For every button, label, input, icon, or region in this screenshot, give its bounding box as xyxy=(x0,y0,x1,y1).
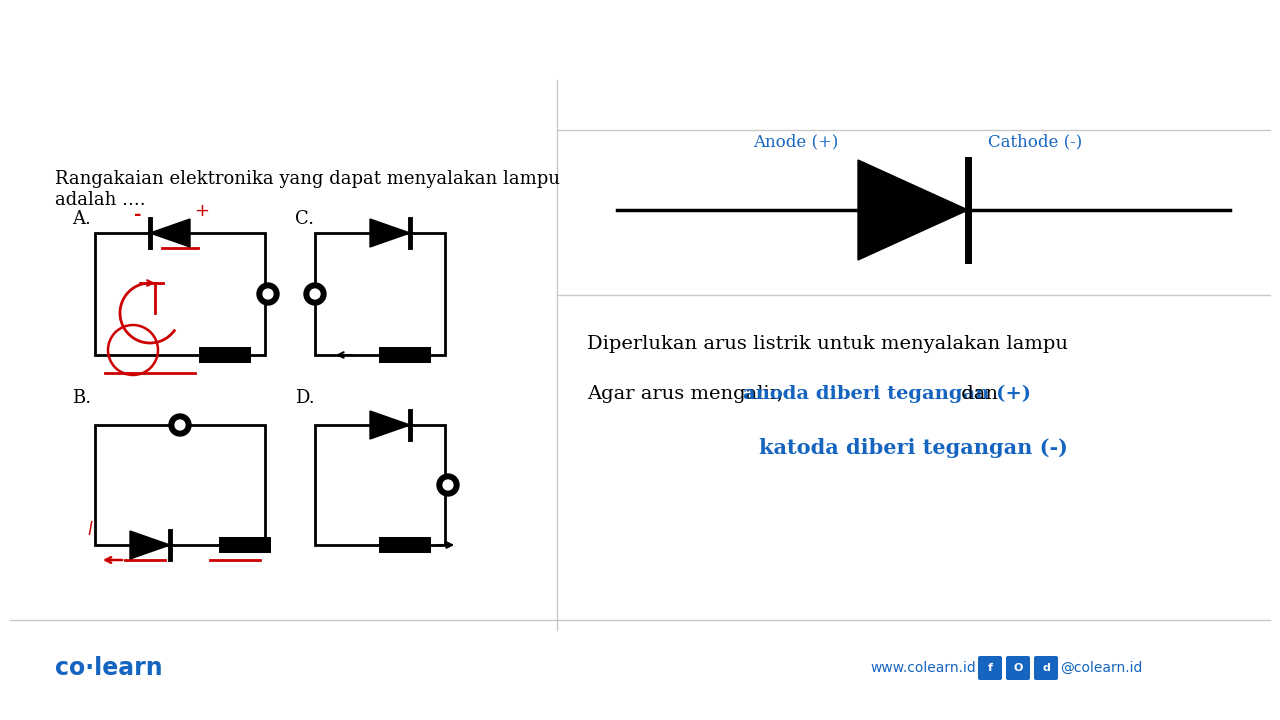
Polygon shape xyxy=(131,531,170,559)
Text: O: O xyxy=(1014,663,1023,673)
Bar xyxy=(379,347,431,363)
Circle shape xyxy=(175,420,184,430)
Circle shape xyxy=(169,414,191,436)
Circle shape xyxy=(436,474,460,496)
Text: C.: C. xyxy=(294,210,314,228)
Polygon shape xyxy=(858,160,968,260)
Text: +: + xyxy=(195,202,210,220)
Text: anoda diberi tegangan (+): anoda diberi tegangan (+) xyxy=(742,385,1030,403)
Text: -: - xyxy=(134,206,142,224)
Circle shape xyxy=(310,289,320,299)
Bar xyxy=(315,425,445,545)
Bar xyxy=(219,537,271,553)
Text: A.: A. xyxy=(72,210,91,228)
Text: Diperlukan arus listrik untuk menyalakan lampu: Diperlukan arus listrik untuk menyalakan… xyxy=(586,335,1068,353)
Bar xyxy=(95,425,265,545)
Circle shape xyxy=(264,289,273,299)
Text: @colearn.id: @colearn.id xyxy=(1060,661,1142,675)
Text: Agar arus mengalir,: Agar arus mengalir, xyxy=(586,385,788,403)
Text: katoda diberi tegangan (-): katoda diberi tegangan (-) xyxy=(759,438,1068,458)
Circle shape xyxy=(257,283,279,305)
Bar xyxy=(95,233,265,355)
Text: B.: B. xyxy=(72,389,91,407)
Text: www.colearn.id: www.colearn.id xyxy=(870,661,975,675)
Bar xyxy=(198,347,251,363)
Text: D.: D. xyxy=(294,389,315,407)
FancyBboxPatch shape xyxy=(978,656,1002,680)
Polygon shape xyxy=(370,411,410,439)
FancyBboxPatch shape xyxy=(1006,656,1030,680)
Text: d: d xyxy=(1042,663,1050,673)
Circle shape xyxy=(443,480,453,490)
Bar xyxy=(315,233,445,355)
Text: dan: dan xyxy=(955,385,998,403)
Circle shape xyxy=(305,283,326,305)
Text: f: f xyxy=(987,663,992,673)
Text: l: l xyxy=(87,521,92,539)
Polygon shape xyxy=(150,219,189,247)
Polygon shape xyxy=(370,219,410,247)
FancyBboxPatch shape xyxy=(1034,656,1059,680)
Text: Rangakaian elektronika yang dapat menyalakan lampu
adalah ....: Rangakaian elektronika yang dapat menyal… xyxy=(55,170,561,209)
Text: Anode (+): Anode (+) xyxy=(753,133,838,150)
Bar xyxy=(379,537,431,553)
Text: Cathode (-): Cathode (-) xyxy=(988,133,1083,150)
Text: co·learn: co·learn xyxy=(55,656,163,680)
